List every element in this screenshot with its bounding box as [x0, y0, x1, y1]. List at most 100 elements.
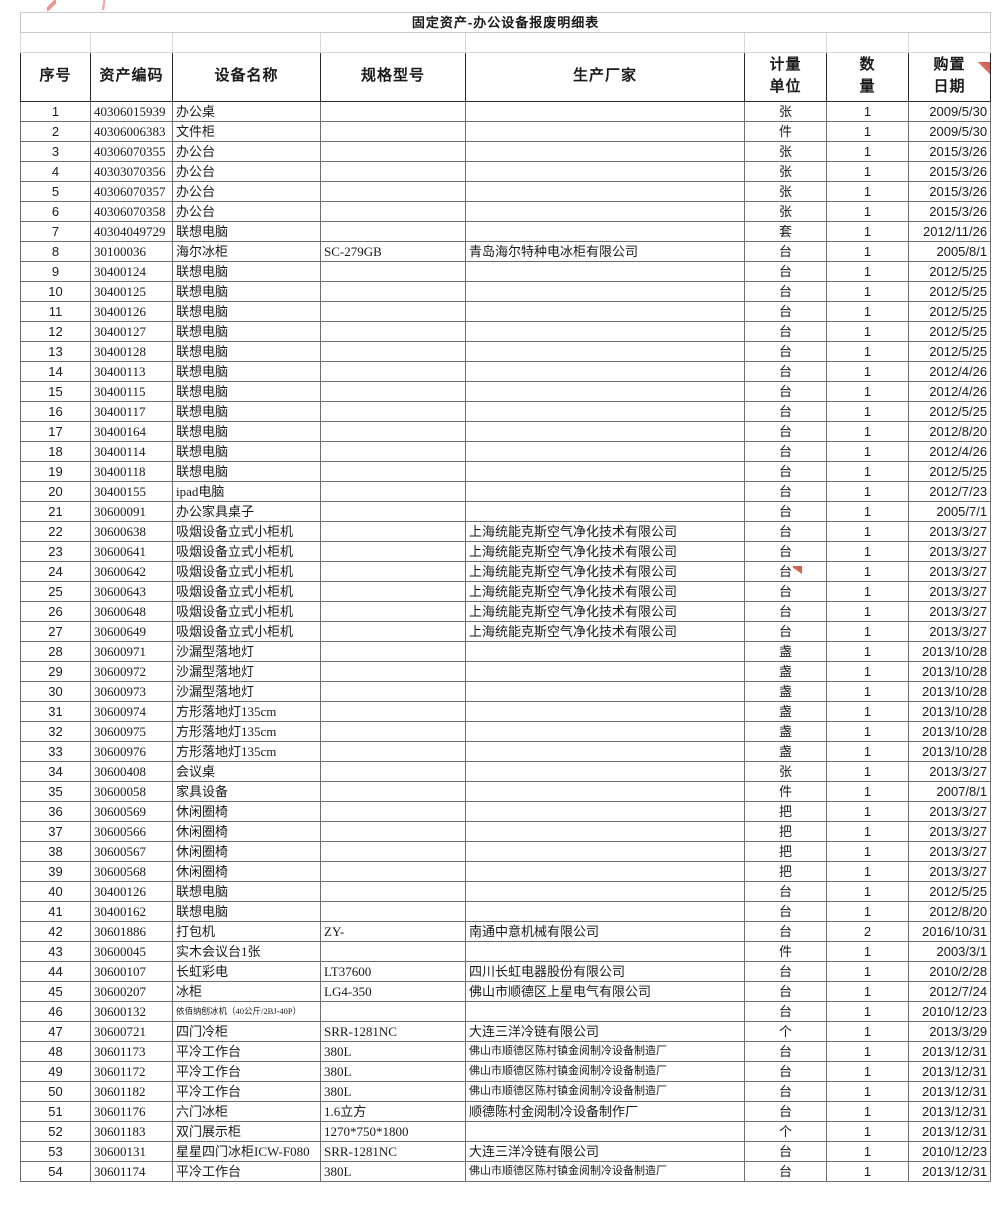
table-row[interactable]: 12 30400127 联想电脑 台 1 2012/5/25 [20, 321, 992, 342]
cell-unit: 把 [744, 821, 827, 842]
table-row[interactable]: 19 30400118 联想电脑 台 1 2012/5/25 [20, 461, 992, 482]
table-row[interactable]: 47 30600721 四门冷柜 SRR-1281NC 大连三洋冷链有限公司个 1 2013… [20, 1021, 992, 1042]
cell-quantity: 1 [826, 221, 909, 242]
cell-asset-code: 30600568 [90, 861, 173, 882]
table-row[interactable]: 9 30400124 联想电脑 台 1 2012/5/25 [20, 261, 992, 282]
table-row[interactable]: 15 30400115 联想电脑 台 1 2012/4/26 [20, 381, 992, 402]
cell-purchase-date: 2012/4/26 [907, 441, 992, 462]
cell-asset-code: 30600976 [90, 741, 173, 762]
cell-index: 5 [20, 181, 91, 202]
cell-asset-code: 30601172 [90, 1061, 173, 1082]
cell-unit: 台 [744, 1081, 827, 1102]
table-row[interactable]: 39 30600568 休闲圈椅 把 1 2013/3/27 [20, 861, 992, 882]
table-row[interactable]: 53 30600131 星星四门冰柜ICW-F080 SRR-1281NC 大连三洋冷链… [20, 1141, 992, 1162]
table-row[interactable]: 24 30600642 吸烟设备立式小柜机 上海统能克斯空气净化技术有限公司台 1 201… [20, 561, 992, 582]
table-row[interactable]: 30 30600973 沙漏型落地灯 盏 1 2013/10/28 [20, 681, 992, 702]
table-row[interactable]: 20 30400155 ipad电脑 台 1 2012/7/23 [20, 481, 992, 502]
cell-unit: 台 [744, 401, 827, 422]
table-row[interactable]: 43 30600045 实木会议台1张 件 1 2003/3/1 [20, 941, 992, 962]
table-row[interactable]: 21 30600091 办公家具桌子 台 1 2005/7/1 [20, 501, 992, 522]
table-row[interactable]: 46 30600132 依佰纳刨冰机（40公斤/2BJ-40P） 台 1 2010/12/… [20, 1001, 992, 1022]
table-row[interactable]: 54 30601174 平冷工作台 380L 佛山市顺德区陈村镇金阅制冷设备制造厂台 1 2… [20, 1161, 992, 1182]
cell-unit: 台 [744, 281, 827, 302]
table-row[interactable]: 7 40304049729 联想电脑 套 1 2012/11/26 [20, 221, 992, 242]
table-row[interactable]: 32 30600975 方形落地灯135cm 盏 1 2013/10/28 [20, 721, 992, 742]
column-header-purchase-date-line2: 日期 [933, 79, 966, 95]
cell-spec-model [320, 281, 466, 302]
table-row[interactable]: 22 30600638 吸烟设备立式小柜机 上海统能克斯空气净化技术有限公司台 1 201… [20, 521, 992, 542]
cell-asset-code: 30400127 [90, 321, 173, 342]
cell-index: 33 [20, 741, 91, 762]
cell-device-name: 联想电脑 [172, 361, 321, 382]
cell-index: 26 [20, 601, 91, 622]
table-row[interactable]: 41 30400162 联想电脑 台 1 2012/8/20 [20, 901, 992, 922]
cell-purchase-date: 2009/5/30 [907, 101, 992, 122]
table-row[interactable]: 42 30601886 打包机 ZY- 南通中意机械有限公司台 2 2016/10/31 [20, 921, 992, 942]
table-row[interactable]: 16 30400117 联想电脑 台 1 2012/5/25 [20, 401, 992, 422]
cell-device-name: 长虹彩电 [172, 961, 321, 982]
cell-spec-model [320, 881, 466, 902]
cell-purchase-date: 2012/4/26 [907, 381, 992, 402]
cell-device-name: 平冷工作台 [172, 1061, 321, 1082]
table-row[interactable]: 49 30601172 平冷工作台 380L 佛山市顺德区陈村镇金阅制冷设备制造厂台 1 2… [20, 1061, 992, 1082]
table-row[interactable]: 31 30600974 方形落地灯135cm 盏 1 2013/10/28 [20, 701, 992, 722]
cell-index: 11 [20, 301, 91, 322]
table-row[interactable]: 26 30600648 吸烟设备立式小柜机 上海统能克斯空气净化技术有限公司台 1 201… [20, 601, 992, 622]
table-row[interactable]: 13 30400128 联想电脑 台 1 2012/5/25 [20, 341, 992, 362]
cell-manufacturer [465, 401, 745, 422]
table-row[interactable]: 18 30400114 联想电脑 台 1 2012/4/26 [20, 441, 992, 462]
cell-index: 13 [20, 341, 91, 362]
table-row[interactable]: 44 30600107 长虹彩电 LT37600 四川长虹电器股份有限公司台 1 2010/… [20, 961, 992, 982]
table-row[interactable]: 35 30600058 家具设备 件 1 2007/8/1 [20, 781, 992, 802]
table-row[interactable]: 6 40306070358 办公台 张 1 2015/3/26 [20, 201, 992, 222]
table-row[interactable]: 10 30400125 联想电脑 台 1 2012/5/25 [20, 281, 992, 302]
table-row[interactable]: 2 40306006383 文件柜 件 1 2009/5/30 [20, 121, 992, 142]
cell-asset-code: 30400126 [90, 301, 173, 322]
cell-index: 29 [20, 661, 91, 682]
table-row[interactable]: 23 30600641 吸烟设备立式小柜机 上海统能克斯空气净化技术有限公司台 1 201… [20, 541, 992, 562]
table-row[interactable]: 40 30400126 联想电脑 台 1 2012/5/25 [20, 881, 992, 902]
cell-manufacturer [465, 381, 745, 402]
cell-index: 50 [20, 1081, 91, 1102]
table-row[interactable]: 50 30601182 平冷工作台 380L 佛山市顺德区陈村镇金阅制冷设备制造厂台 1 2… [20, 1081, 992, 1102]
cell-index: 40 [20, 881, 91, 902]
column-header-quantity-line1: 数 [859, 57, 876, 74]
cell-index: 53 [20, 1141, 91, 1162]
table-row[interactable]: 34 30600408 会议桌 张 1 2013/3/27 [20, 761, 992, 782]
cell-device-name: 海尔冰柜 [172, 241, 321, 262]
cell-asset-code: 30600058 [90, 781, 173, 802]
table-row[interactable]: 3 40306070355 办公台 张 1 2015/3/26 [20, 141, 992, 162]
cell-device-name: 联想电脑 [172, 401, 321, 422]
table-row[interactable]: 52 30601183 双门展示柜 1270*750*1800 个 1 2013/12/31 [20, 1121, 992, 1142]
cell-quantity: 1 [826, 1021, 909, 1042]
table-row[interactable]: 37 30600566 休闲圈椅 把 1 2013/3/27 [20, 821, 992, 842]
table-row[interactable]: 8 30100036 海尔冰柜 SC-279GB 青岛海尔特种电冰柜有限公司台 1 2005… [20, 241, 992, 262]
table-row[interactable]: 45 30600207 冰柜 LG4-350 佛山市顺德区上星电气有限公司台 1 2012/… [20, 981, 992, 1002]
cell-purchase-date: 2009/5/30 [907, 121, 992, 142]
table-row[interactable]: 5 40306070357 办公台 张 1 2015/3/26 [20, 181, 992, 202]
cell-quantity: 1 [826, 361, 909, 382]
table-row[interactable]: 4 40303070356 办公台 张 1 2015/3/26 [20, 161, 992, 182]
table-row[interactable]: 11 30400126 联想电脑 台 1 2012/5/25 [20, 301, 992, 322]
cell-unit: 把 [744, 801, 827, 822]
cell-purchase-date: 2013/10/28 [907, 701, 992, 722]
cell-index: 4 [20, 161, 91, 182]
cell-unit: 盏 [744, 681, 827, 702]
table-row[interactable]: 25 30600643 吸烟设备立式小柜机 上海统能克斯空气净化技术有限公司台 1 201… [20, 581, 992, 602]
cell-manufacturer [465, 1121, 745, 1142]
table-row[interactable]: 33 30600976 方形落地灯135cm 盏 1 2013/10/28 [20, 741, 992, 762]
table-row[interactable]: 28 30600971 沙漏型落地灯 盏 1 2013/10/28 [20, 641, 992, 662]
table-row[interactable]: 1 40306015939 办公桌张 1 2009/5/30 [20, 101, 992, 122]
table-row[interactable]: 36 30600569 休闲圈椅 把 1 2013/3/27 [20, 801, 992, 822]
table-row[interactable]: 51 30601176 六门冰柜 1.6立方 顺德陈村金阅制冷设备制作厂台 1 2013/1… [20, 1101, 992, 1122]
cell-index: 21 [20, 501, 91, 522]
cell-asset-code: 30400162 [90, 901, 173, 922]
table-row[interactable]: 48 30601173 平冷工作台 380L 佛山市顺德区陈村镇金阅制冷设备制造厂台 1 2… [20, 1041, 992, 1062]
cell-quantity: 1 [826, 301, 909, 322]
table-row[interactable]: 29 30600972 沙漏型落地灯 盏 1 2013/10/28 [20, 661, 992, 682]
cell-spec-model [320, 621, 466, 642]
table-row[interactable]: 27 30600649 吸烟设备立式小柜机 上海统能克斯空气净化技术有限公司台 1 201… [20, 621, 992, 642]
table-row[interactable]: 17 30400164 联想电脑 台 1 2012/8/20 [20, 421, 992, 442]
table-row[interactable]: 38 30600567 休闲圈椅 把 1 2013/3/27 [20, 841, 992, 862]
table-row[interactable]: 14 30400113 联想电脑 台 1 2012/4/26 [20, 361, 992, 382]
